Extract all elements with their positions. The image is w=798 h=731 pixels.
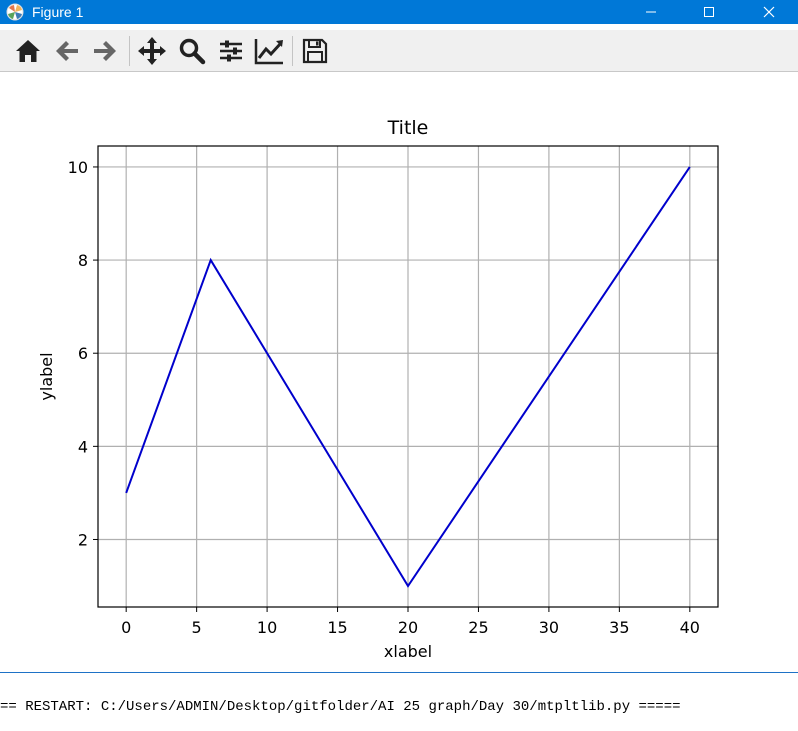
console-restart-line: == RESTART: C:/Users/ADMIN/Desktop/gitfo… [0,699,681,715]
arrow-left-icon [56,41,78,61]
figure-window: Figure 1 [0,0,798,673]
edit-axis-button[interactable] [253,35,285,67]
plot-canvas[interactable]: 0 5 10 15 20 25 30 35 40 2 4 6 8 10 Title xlabel ylabel [0,72,798,672]
minimize-button[interactable] [622,0,680,24]
floppy-disk-icon [302,38,328,64]
x-tick-label: 30 [539,618,559,637]
y-tick-label: 6 [78,344,88,363]
sliders-icon [220,40,242,62]
configure-subplots-button[interactable] [215,35,247,67]
x-tick-label: 20 [398,618,418,637]
y-axis-label: ylabel [37,352,56,400]
close-icon [763,6,775,18]
minimize-icon [646,11,656,13]
maximize-icon [704,7,714,17]
y-tick-label: 4 [78,437,88,456]
close-button[interactable] [740,0,798,24]
shell-console: == RESTART: C:/Users/ADMIN/Desktop/gitfo… [0,674,798,731]
toolbar-separator [292,36,293,66]
line-chart: 0 5 10 15 20 25 30 35 40 2 4 6 8 10 Title xlabel ylabel [37,117,719,661]
zoom-button[interactable] [176,35,208,67]
arrow-right-icon [94,41,116,61]
matplotlib-logo-icon [6,3,24,21]
title-bar[interactable]: Figure 1 [0,0,798,24]
x-tick-label: 15 [327,618,347,637]
x-axis-label: xlabel [384,642,432,661]
move-icon [138,37,166,65]
magnifier-icon [179,38,206,65]
forward-button[interactable] [89,35,121,67]
window-title: Figure 1 [32,4,84,20]
x-tick-label: 40 [680,618,700,637]
toolbar-separator [129,36,130,66]
navigation-toolbar [0,30,798,72]
x-tick-label: 0 [121,618,131,637]
series-line [125,166,691,588]
x-tick-label: 35 [609,618,629,637]
pan-button[interactable] [136,35,168,67]
y-tick-label: 8 [78,251,88,270]
home-button[interactable] [12,35,44,67]
maximize-button[interactable] [680,0,738,24]
save-button[interactable] [299,35,331,67]
x-tick-label: 25 [468,618,488,637]
home-icon [16,40,40,62]
y-tick-label: 10 [68,158,88,177]
back-button[interactable] [51,35,83,67]
chart-title: Title [387,117,429,139]
y-tick-label: 2 [78,530,88,549]
line-chart-icon [254,39,283,65]
x-tick-label: 10 [257,618,277,637]
x-tick-label: 5 [192,618,202,637]
